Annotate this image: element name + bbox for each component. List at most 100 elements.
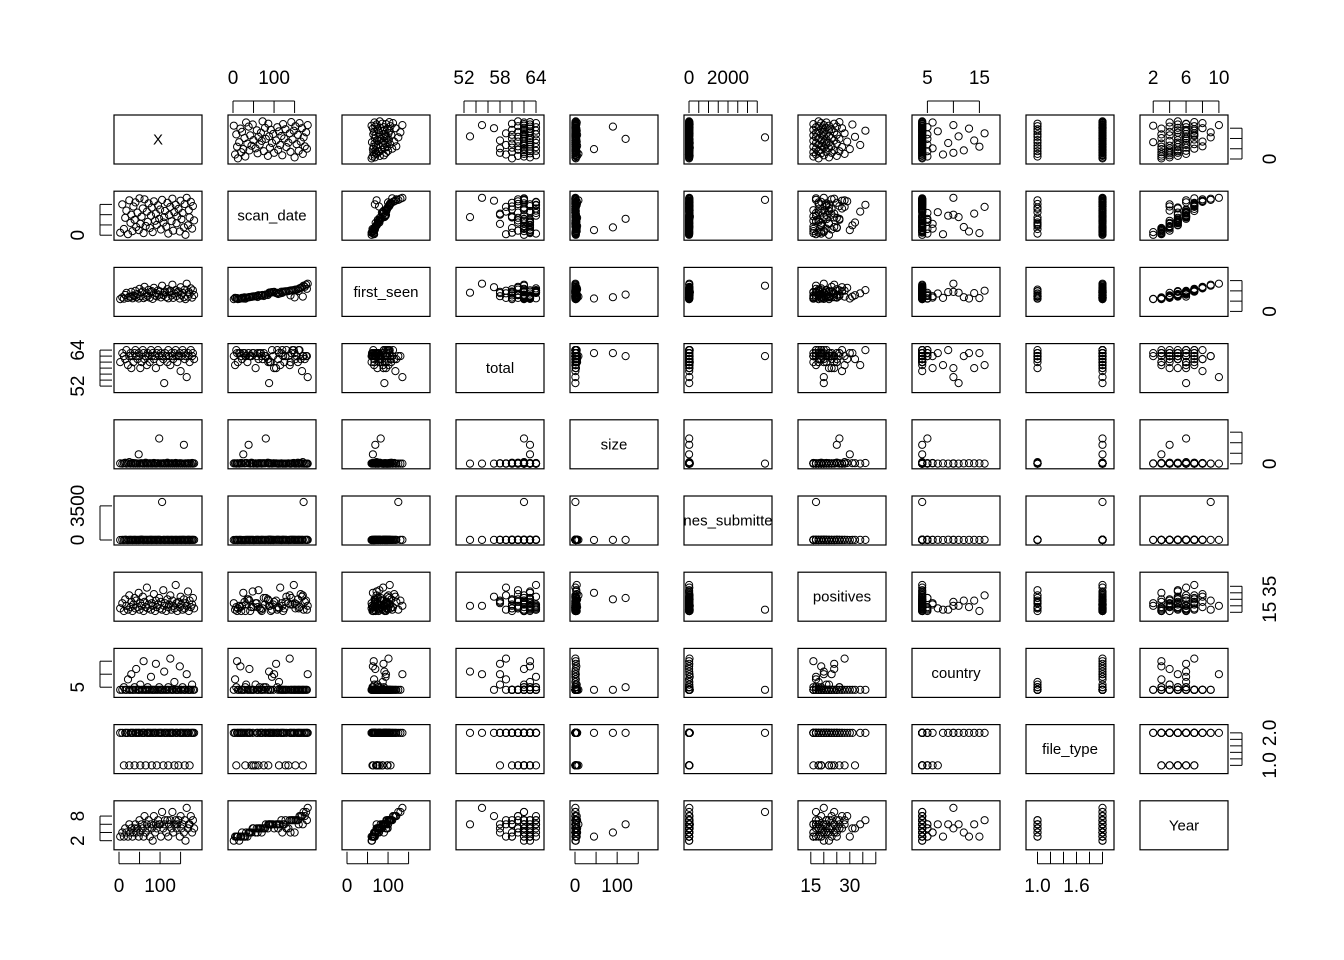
point-X-positives [822,118,831,127]
point-country-total [531,672,541,681]
point-total-scan_date [265,379,274,388]
point-X-positives [856,140,865,150]
panel-scan_date-size [569,190,659,241]
point-total-scan_date [303,373,312,382]
point-size-Year [1165,440,1174,449]
point-scan_date-size [572,227,581,236]
point-X-Year [1173,123,1182,132]
point-scan_date-X [181,230,190,239]
point-country-first_seen [398,670,407,679]
panel-X-first_seen [341,114,431,165]
point-scan_date-country [928,224,937,233]
point-scan_date-X [182,193,191,202]
point-scan_date-total [501,230,511,239]
point-X-Year [1182,123,1191,132]
point-X-country [970,136,979,145]
point-scan_date-total [477,193,487,202]
point-X-size [589,145,599,154]
point-country-X [175,662,184,671]
point-X-total [489,124,499,133]
point-scan_date-total [495,209,505,218]
point-total-Year [1198,355,1207,364]
point-scan_date-X [145,223,154,233]
point-X-Year [1157,134,1166,143]
point-scan_date-X [156,205,165,214]
point-times_submitted-country [964,535,974,545]
point-scan_date-total [513,199,523,209]
point-X-scan_date [300,142,309,151]
point-X-scan_date [256,128,265,137]
point-first_seen-size [621,290,630,299]
point-times_submitted-X [158,497,167,507]
point-positives-total [501,591,511,600]
point-X-positives [814,127,823,136]
point-X-file_type [1033,125,1042,134]
point-country-X [146,672,156,681]
point-scan_date-times_submitted [685,193,694,202]
point-scan_date-times_submitted [685,227,694,236]
point-times_submitted-Year [1214,535,1224,545]
point-size-Year [1182,434,1191,443]
point-scan_date-positives [845,226,854,235]
point-times_submitted-country [918,497,927,507]
point-X-Year [1173,132,1182,141]
point-X-scan_date [241,152,250,161]
point-total-country [928,364,937,373]
point-X-scan_date [280,134,289,143]
point-X-Year [1173,128,1182,137]
point-scan_date-Year [1214,193,1224,202]
point-scan_date-first_seen [370,224,379,233]
point-scan_date-X [142,207,151,216]
point-scan_date-positives [824,206,834,216]
point-total-scan_date [297,367,307,376]
point-scan_date-size [608,223,618,232]
point-country-scan_date [245,664,254,674]
point-total-positives [856,361,865,370]
point-X-scan_date [242,118,251,127]
point-X-positives [845,145,854,154]
point-scan_date-times_submitted [685,216,694,225]
point-X-country [975,142,984,151]
point-size-Year [1206,459,1215,468]
point-scan_date-positives [848,221,857,230]
point-X-country [938,150,948,159]
point-X-Year [1157,142,1166,151]
diagonal-label-first_seen: first_seen [353,284,418,301]
point-country-size [589,685,599,694]
point-positives-Year [1190,580,1199,590]
point-positives-times_submitted [760,605,770,614]
point-scan_date-positives [830,209,839,218]
point-positives-size [589,588,599,597]
point-X-Year [1165,146,1174,155]
point-scan_date-X [149,197,158,206]
point-X-scan_date [292,140,301,149]
point-total-Year [1214,373,1224,382]
point-times_submitted-country [949,535,958,545]
panel-scan_date-total [455,190,545,241]
point-X-scan_date [281,125,290,134]
point-scan_date-first_seen [385,202,394,211]
point-X-Year [1173,126,1182,135]
point-X-file_type [1033,152,1042,161]
point-positives-size [608,595,618,604]
point-scan_date-positives [835,214,844,223]
panel-times_submitted-size [569,495,659,546]
point-scan_date-total [519,194,529,203]
point-scan_date-X [129,202,138,211]
point-scan_date-total [519,206,529,215]
point-scan_date-positives [856,207,865,216]
point-scan_date-times_submitted [685,230,694,239]
point-X-Year [1182,132,1191,141]
point-X-total [525,140,535,149]
point-times_submitted-positives [811,497,821,507]
point-times_submitted-size [621,535,630,545]
point-positives-total [531,580,541,590]
point-size-country [949,459,958,468]
panel-size-total [455,419,545,470]
point-size-scan_date [244,440,253,449]
point-X-scan_date [289,126,298,135]
point-country-X [132,664,141,674]
point-total-positives [837,367,847,376]
point-times_submitted-country [918,535,927,545]
point-country-positives [861,685,870,694]
